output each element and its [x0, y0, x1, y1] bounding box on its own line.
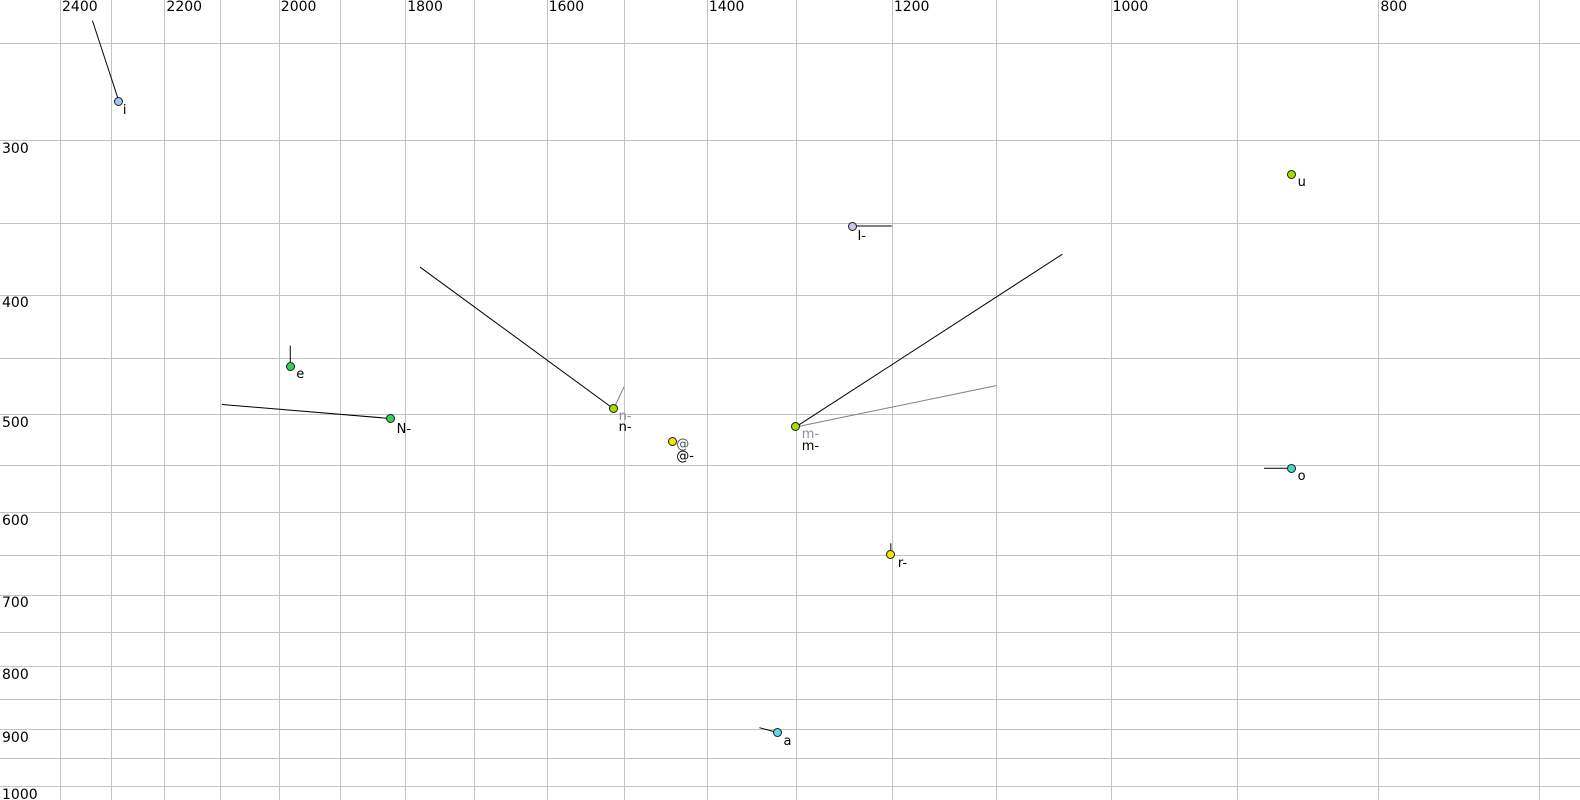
data-point-e[interactable] [285, 361, 295, 371]
data-point-label: m- [801, 426, 820, 442]
x-axis-tick-label: 800 [1380, 0, 1408, 15]
data-point-@-[interactable] [667, 436, 677, 446]
data-point-label: n- [618, 419, 632, 435]
data-point-m-[interactable] [791, 422, 801, 432]
y-axis-tick-label: 700 [2, 595, 29, 612]
y-axis-tick-label: 1000 [2, 786, 38, 800]
y-axis-tick-label: 300 [2, 140, 29, 157]
x-axis-tick-label: 2000 [280, 0, 317, 15]
data-point-N-[interactable] [386, 414, 396, 424]
data-point-label: @- [676, 449, 694, 465]
data-point-label: m- [801, 438, 820, 454]
data-point-a[interactable] [772, 727, 782, 737]
data-point-r-[interactable] [886, 550, 896, 560]
x-axis-tick-label: 2400 [62, 0, 98, 15]
x-axis-tick-label: 1800 [407, 0, 443, 15]
data-point-I-[interactable] [847, 221, 857, 231]
data-point-n-[interactable] [609, 404, 619, 414]
x-axis-tick-label: 1200 [893, 0, 930, 15]
formant-tail-line [795, 253, 1063, 428]
data-point-label: i [122, 103, 127, 119]
formant-tail-line [91, 20, 120, 102]
data-point-o[interactable] [1287, 463, 1297, 473]
y-axis-tick-label: 900 [2, 729, 29, 746]
x-axis-tick-label: 2200 [166, 0, 203, 15]
formant-tail-line [795, 385, 997, 428]
data-point-label: a [783, 734, 792, 750]
data-point-i[interactable] [114, 96, 124, 106]
data-point-label: o [1297, 469, 1306, 485]
y-axis-tick-label: 600 [2, 512, 29, 529]
data-point-label: @ [676, 437, 690, 453]
x-axis-tick-label: 1600 [548, 0, 585, 15]
x-axis-tick-label: 1000 [1112, 0, 1149, 15]
y-axis-tick-label: 500 [2, 414, 29, 431]
data-point-label: u [1297, 174, 1306, 190]
data-point-label: r- [897, 555, 908, 571]
data-point-label: I- [857, 229, 866, 245]
x-axis-tick-label: 1400 [708, 0, 745, 15]
formant-tail-line [419, 266, 614, 410]
y-axis-tick-label: 800 [2, 666, 29, 683]
formant-tail-line [221, 404, 391, 420]
y-axis-tick-label: 400 [2, 295, 29, 312]
data-point-label: e [296, 367, 305, 383]
data-point-u[interactable] [1287, 170, 1297, 180]
data-point-label: n- [618, 408, 632, 424]
data-point-label: N- [396, 421, 412, 437]
